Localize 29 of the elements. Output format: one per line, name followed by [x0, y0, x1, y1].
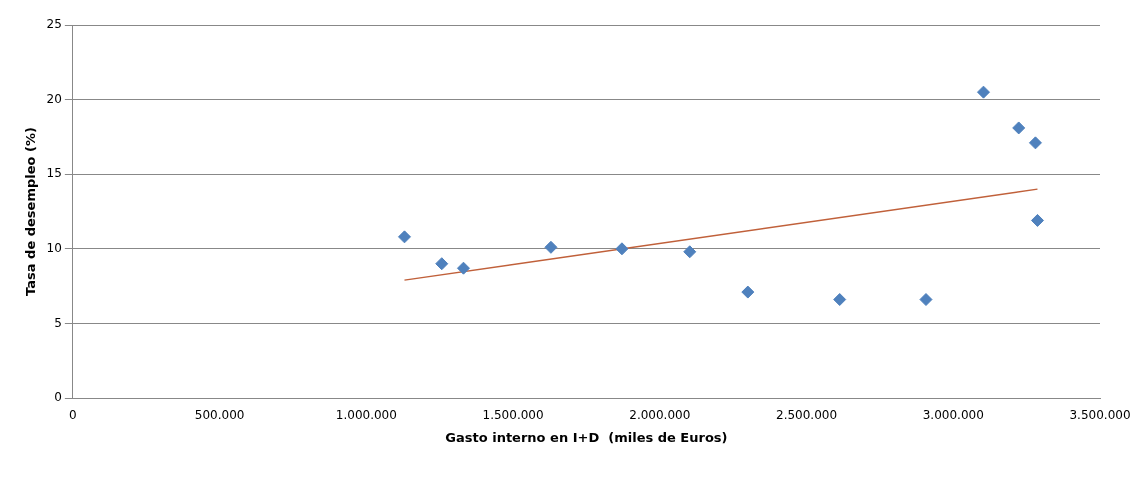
point [544, 240, 558, 254]
point [741, 285, 755, 299]
point [397, 230, 411, 244]
y-tick-label: 25 [46, 17, 62, 32]
x-tick-label: 3.000.000 [922, 408, 984, 423]
point [919, 293, 933, 307]
x-tick-label: 3.500.000 [1069, 408, 1131, 423]
x-axis-title: Gasto interno en I+D (miles de Euros) [445, 429, 728, 445]
point [683, 245, 697, 259]
point [833, 293, 847, 307]
point [1028, 136, 1042, 150]
x-tick-label: 0 [69, 408, 77, 423]
point [976, 85, 990, 99]
y-tick-label: 20 [46, 91, 62, 106]
y-tick-label: 15 [46, 166, 62, 181]
point [1030, 213, 1044, 227]
point [456, 261, 470, 275]
x-tick-label: 1.000.000 [335, 408, 397, 423]
y-tick-label: 5 [54, 315, 62, 330]
y-tick-label: 0 [54, 390, 62, 405]
x-tick-label: 500.000 [194, 408, 245, 423]
x-tick-label: 1.500.000 [482, 408, 544, 423]
point [435, 257, 449, 271]
point [1012, 121, 1026, 135]
x-tick-label: 2.500.000 [776, 408, 838, 423]
point [615, 242, 629, 256]
x-tick-label: 2.000.000 [629, 408, 691, 423]
y-axis-title: Tasa de desempleo (%) [23, 127, 39, 296]
y-tick-label: 10 [46, 240, 62, 255]
